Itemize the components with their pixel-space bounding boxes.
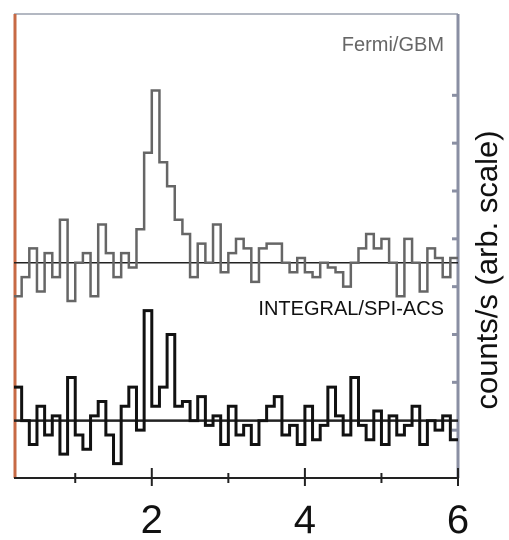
series-label-fermi-gbm: Fermi/GBM — [342, 34, 444, 56]
series-group-1 — [14, 309, 458, 466]
x-axis-ticks: 2 4 6 — [74, 468, 469, 540]
y-axis-label: counts/s (arb. scale) — [469, 130, 504, 409]
series-layer — [14, 89, 458, 466]
series-group-0 — [14, 89, 458, 303]
plot-frame — [13, 13, 460, 479]
x-tick-label-2: 2 — [141, 498, 163, 540]
x-tick-label-6: 6 — [447, 498, 469, 540]
series-label-integral-spi-acs: INTEGRAL/SPI-ACS — [258, 298, 444, 320]
series-line-0 — [14, 89, 458, 303]
x-tick-label-4: 4 — [294, 498, 316, 540]
right-axis-ticks — [452, 93, 458, 432]
series-line-1 — [14, 309, 458, 466]
